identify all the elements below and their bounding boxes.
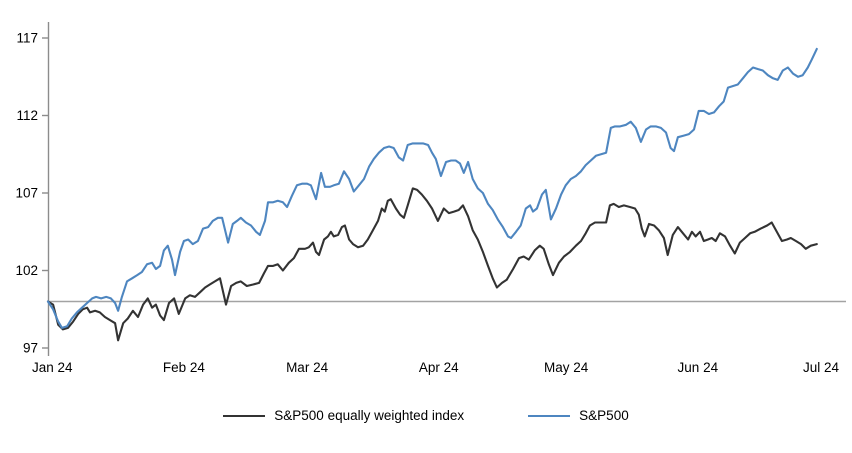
x-tick-label: Jul 24 [803,360,840,375]
series-line-equal-weight [46,187,818,342]
y-tick-label: 97 [23,341,38,356]
y-tick-label: 102 [15,263,38,278]
equal-weight-line-swatch [223,414,266,417]
x-tick-label: May 24 [544,360,589,375]
chart-legend: S&P500 equally weighted index S&P500 [0,408,852,423]
legend-label-sp500: S&P500 [579,408,629,423]
x-tick-label: Jun 24 [678,360,719,375]
sp500-line-swatch [528,414,571,417]
y-tick-label: 112 [16,108,38,123]
legend-label-equal-weight: S&P500 equally weighted index [274,408,465,423]
y-tick-label: 107 [15,186,38,201]
y-tick-label: 117 [16,31,38,46]
x-tick-label: Mar 24 [286,360,329,375]
x-tick-label: Apr 24 [419,360,459,375]
line-chart: 97 102 107 112 117 Jan 24 Feb 24 Mar 24 Apr 24 Ma… [15,22,846,375]
legend-item-sp500: S&P500 [528,408,629,423]
series-line-sp500 [46,47,818,329]
x-tick-label: Jan 24 [32,360,73,375]
legend-item-equal-weight: S&P500 equally weighted index [223,408,464,423]
x-tick-label: Feb 24 [163,360,206,375]
